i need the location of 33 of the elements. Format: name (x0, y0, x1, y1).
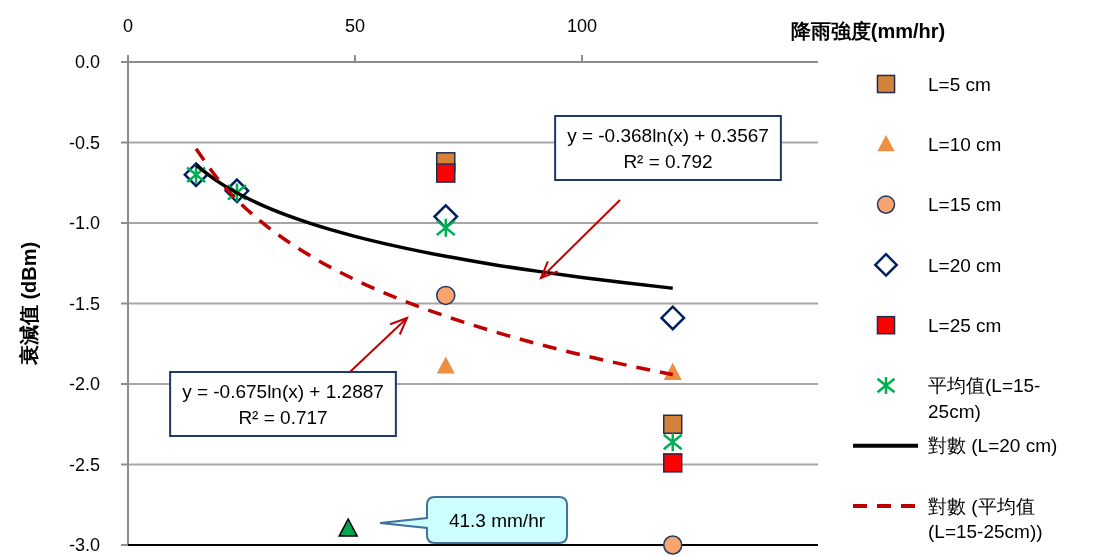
legend-label: L=15 cm (928, 194, 1002, 216)
annotation: 41.3 mm/hr (448, 509, 546, 531)
annotation: y = -0.675ln(x) + 1.2887 R² = 0.717 (182, 380, 384, 428)
y-axis-title: 衰減值 (dBm) (18, 241, 40, 367)
point (436, 356, 455, 374)
legend-label: L=25 cm (928, 314, 1002, 336)
y-tick-label: -1.5 (68, 293, 100, 314)
legend-label: L=10 cm (928, 133, 1002, 155)
legend-label: L=20 cm (928, 254, 1002, 276)
point (338, 518, 358, 537)
point (435, 217, 457, 239)
y-tick-label: -1.0 (68, 213, 100, 234)
point (436, 163, 456, 183)
point (662, 453, 683, 473)
x-tick-label: 0 (122, 16, 134, 36)
point (662, 535, 683, 555)
point (662, 431, 683, 453)
x-tick-label: 100 (566, 16, 597, 36)
point (660, 305, 686, 331)
annotation: y = -0.368ln(x) + 0.3567 R² = 0.792 (567, 124, 769, 172)
x-tick-label: 50 (344, 16, 365, 36)
legend-label: L=5 cm (928, 73, 991, 95)
y-tick-label: 0.0 (74, 52, 100, 73)
legend-label: 平均值(L=15-25cm) (928, 375, 1041, 422)
x-axis-title: 降雨強度(mm/hr) (790, 20, 946, 42)
point (436, 285, 456, 306)
y-tick-label: -2.5 (68, 454, 100, 475)
y-tick-label: -2.0 (68, 374, 100, 395)
y-tick-label: -3.0 (68, 535, 100, 556)
y-tick-label: -0.5 (68, 132, 100, 153)
point (662, 414, 683, 434)
legend-label: 對數 (L=20 cm) (928, 435, 1058, 457)
legend-label: 對數 (平均值(L=15-25cm)) (928, 495, 1043, 543)
